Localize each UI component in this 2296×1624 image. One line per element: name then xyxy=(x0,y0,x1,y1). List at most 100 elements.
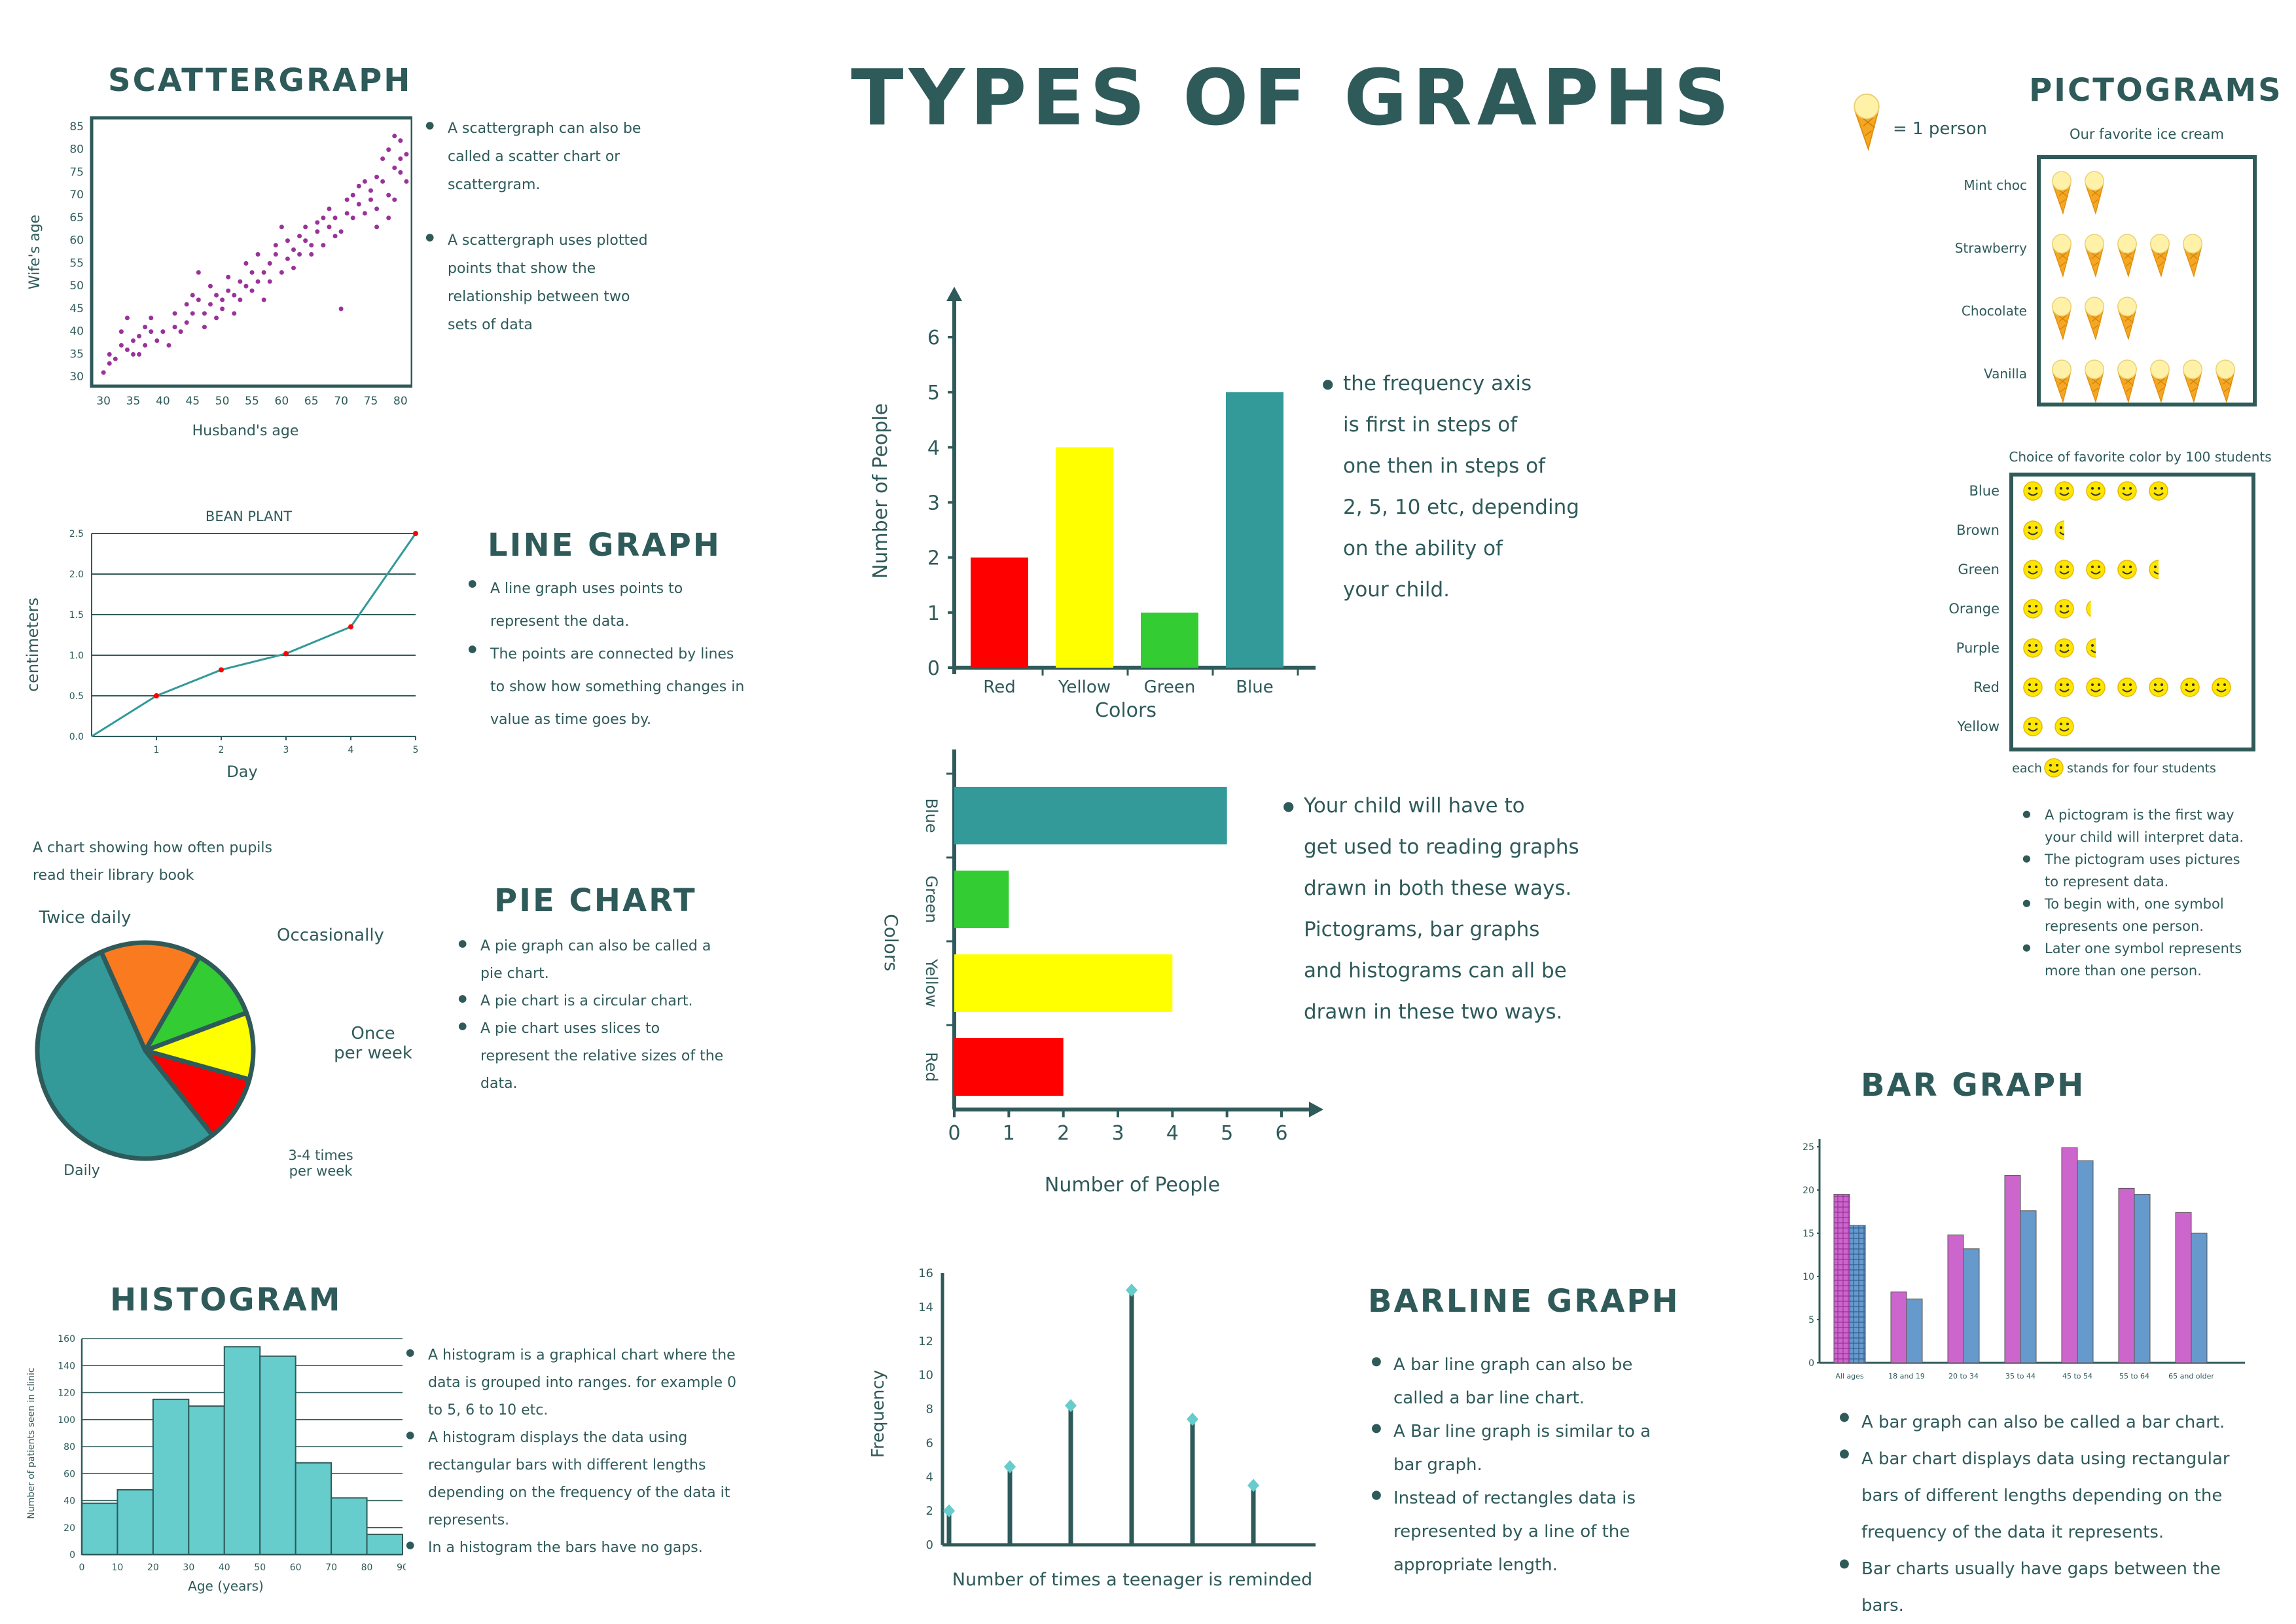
cone-scoop xyxy=(2150,234,2170,254)
cone-scoop xyxy=(2052,359,2072,380)
hbar-x-arrow xyxy=(1309,1102,1323,1117)
smiley-mouth xyxy=(2059,689,2070,693)
vbar-bar xyxy=(971,557,1028,668)
scatter-point xyxy=(332,234,338,239)
scatter-point xyxy=(356,183,361,189)
scatter-point xyxy=(344,197,350,202)
scatter-point xyxy=(350,215,355,221)
smiley-eye xyxy=(2035,723,2037,725)
scatter-point xyxy=(374,225,380,230)
smiley-mouth xyxy=(2090,649,2096,653)
pie-chart-bullet: A pie chart is a circular chart. xyxy=(458,988,733,1015)
scatter-point xyxy=(404,152,409,157)
barline-marker xyxy=(1065,1399,1077,1413)
smiley-eye xyxy=(2028,526,2031,529)
pie-label-occasionally: Occasionally xyxy=(277,926,384,945)
scatter-point xyxy=(267,261,272,266)
smiley-icon xyxy=(2023,599,2043,619)
scatter-point xyxy=(356,202,361,207)
bar-graph-bullet: A bar chart displays data using rectangu… xyxy=(1839,1441,2265,1551)
hist-bar xyxy=(188,1405,225,1555)
pie-slice xyxy=(143,1010,256,1082)
hist-ylabel: Number of patients seen in clinic xyxy=(26,1367,37,1519)
scatter-point xyxy=(350,192,355,198)
line-x-tick: 1 xyxy=(154,745,160,755)
scatter-point xyxy=(315,229,320,234)
bar-graph-y-tick: 20 xyxy=(1803,1185,1814,1196)
barline-y-tick: 14 xyxy=(918,1301,933,1314)
line-point xyxy=(219,667,224,673)
bar-graph-bar xyxy=(1906,1298,1923,1363)
cone-scoop xyxy=(2085,297,2104,317)
line-y-tick: 2.0 xyxy=(69,569,84,580)
scatter-point xyxy=(374,174,380,179)
pie-caption: A chart showing how often pupils read th… xyxy=(33,840,272,884)
vbar-note-line: is first in steps of xyxy=(1343,413,1518,437)
smiley-icon xyxy=(2212,677,2231,697)
smiley-eye xyxy=(2217,683,2219,686)
smiley-face xyxy=(2054,638,2074,658)
barline-marker xyxy=(943,1504,955,1518)
hbar-ylabel: Colors xyxy=(880,914,902,971)
smiley-eye xyxy=(2223,683,2226,686)
barline-bullet: Instead of rectangles data is represente… xyxy=(1371,1482,1659,1582)
smiley-face xyxy=(2023,599,2043,619)
line-y-tick: 1.0 xyxy=(69,651,84,661)
vbar-y-tick: 3 xyxy=(927,492,940,515)
barline-bullets: A bar line graph can also be called a ba… xyxy=(1371,1348,1659,1582)
bar-graph-bar xyxy=(1833,1194,1850,1363)
hist-y-tick: 160 xyxy=(58,1334,75,1344)
cone-scoop xyxy=(2183,234,2202,254)
smiley-face xyxy=(2023,481,2043,501)
cone-scoop xyxy=(2052,171,2072,191)
hist-y-tick: 140 xyxy=(58,1361,75,1371)
histogram-bullets: A histogram is a graphical chart where t… xyxy=(406,1342,753,1562)
smiley-face xyxy=(2086,600,2091,617)
scatter-point xyxy=(143,342,148,348)
smiley-eye xyxy=(2154,683,2157,686)
hist-xlabel: Age (years) xyxy=(188,1578,264,1594)
scatter-point xyxy=(238,297,243,302)
hbar-category: Red xyxy=(922,1052,941,1082)
hbar-bar xyxy=(954,1038,1064,1096)
scatter-point xyxy=(137,352,142,357)
scatter-point xyxy=(404,179,409,184)
smiley-eye xyxy=(2028,683,2031,686)
smiley-icon xyxy=(2023,520,2043,540)
scatter-point xyxy=(207,283,213,289)
scatter-point xyxy=(232,293,237,298)
scatter-point xyxy=(344,211,350,216)
scatter-point xyxy=(160,329,166,334)
smiley-face xyxy=(2023,638,2043,658)
bar-graph-bullets: A bar graph can also be called a bar cha… xyxy=(1839,1404,2265,1624)
vbar-y-tick: 4 xyxy=(927,437,940,460)
bar-graph-chart: 0 5 10 15 20 25 All ages 18 and 19 20 to 34 35 to… xyxy=(1803,1139,2245,1380)
smiley-eye xyxy=(2066,566,2069,568)
cone-scoop xyxy=(2085,234,2104,254)
smiley-face xyxy=(2054,481,2074,501)
smiley-face xyxy=(2054,520,2064,540)
smiley-row-label: Orange xyxy=(1948,601,2000,617)
hbar-bar xyxy=(954,954,1173,1012)
smiley-icon xyxy=(2023,560,2043,579)
smiley-face xyxy=(2054,599,2074,619)
smiley-eye xyxy=(2035,526,2037,529)
scatter-point xyxy=(255,251,260,257)
ice-cream-icon xyxy=(2085,234,2104,278)
smiley-icon xyxy=(2054,638,2074,658)
scatter-point xyxy=(226,274,231,280)
scatter-point xyxy=(398,138,403,143)
histogram-heading: HISTOGRAM xyxy=(110,1282,342,1318)
line-point xyxy=(283,651,289,657)
smiley-icon xyxy=(2054,599,2074,619)
smiley-eye xyxy=(2028,644,2031,647)
smiley-eye xyxy=(2066,683,2069,686)
hist-x-tick: 90 xyxy=(397,1562,406,1573)
scatter-point xyxy=(249,288,255,293)
cone-scoop xyxy=(2183,359,2202,380)
smiley-row-label: Brown xyxy=(1956,522,2000,538)
line-y-tick: 1.5 xyxy=(69,610,84,621)
line-x-tick: 5 xyxy=(413,745,419,755)
hbar-note-line: and histograms can all be xyxy=(1304,959,1567,983)
smiley-icon-partial xyxy=(2054,520,2064,540)
